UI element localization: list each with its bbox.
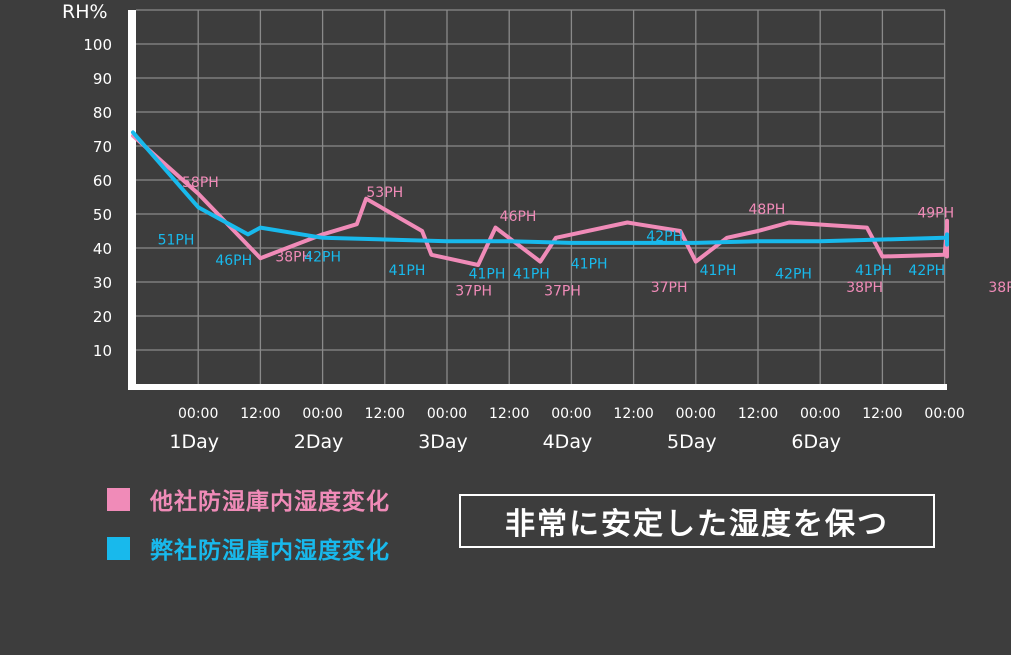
x-tick-label: 00:00 — [551, 406, 591, 422]
legend-label-other: 他社防湿庫内湿度変化 — [150, 489, 390, 515]
data-label-ours: 42PH — [304, 250, 341, 266]
series-line-other — [131, 133, 949, 267]
data-label-other: 38PH — [846, 280, 883, 296]
legend-item-other: 他社防湿庫内湿度変化 — [107, 482, 390, 516]
data-label-ours: 42PH — [775, 267, 812, 283]
x-tick-label: 00:00 — [427, 406, 467, 422]
data-label-other: 37PH — [455, 284, 492, 300]
day-labels: 1Day 2Day 3Day 4Day 5Day 6Day — [169, 431, 841, 453]
data-label-other: 38PH — [988, 280, 1011, 296]
day-label: 4Day — [543, 431, 593, 453]
chart-axes — [128, 10, 947, 390]
x-tick-label: 12:00 — [862, 406, 902, 422]
x-tick-label: 00:00 — [302, 406, 342, 422]
x-tick-labels: 00:00 12:00 00:00 12:00 00:00 12:00 00:00 12:00… — [178, 406, 965, 422]
x-tick-label: 00:00 — [924, 406, 964, 422]
day-label: 6Day — [791, 431, 841, 453]
legend-label-ours: 弊社防湿庫内湿度変化 — [150, 538, 390, 564]
stability-callout: 非常に安定した湿度を保つ — [459, 494, 935, 548]
day-label: 1Day — [169, 431, 219, 453]
legend-item-ours: 弊社防湿庫内湿度変化 — [107, 531, 390, 565]
data-label-other: 49PH — [917, 205, 954, 221]
data-label-ours: 42PH — [908, 263, 945, 279]
y-tick-label: 20 — [93, 308, 112, 326]
data-label-ours: 51PH — [158, 233, 195, 249]
data-label-other: 58PH — [182, 175, 219, 191]
data-label-other: 37PH — [544, 284, 581, 300]
data-label-ours: 42PH — [646, 229, 683, 245]
data-label-other: 38PH — [275, 250, 312, 266]
x-tick-label: 00:00 — [800, 406, 840, 422]
x-axis — [128, 384, 947, 390]
data-label-other: 46PH — [500, 209, 537, 225]
data-labels: 58PH 38PH 53PH 37PH 46PH 37PH 37PH 48PH 38PH 49PH… — [158, 175, 1011, 300]
data-label-other: 48PH — [748, 202, 785, 218]
y-tick-label: 30 — [93, 274, 112, 292]
y-axis-label: RH% — [62, 1, 108, 23]
chart-grid — [136, 9, 946, 384]
series-lines — [131, 130, 949, 267]
day-label: 3Day — [418, 431, 468, 453]
x-tick-label: 00:00 — [178, 406, 218, 422]
humidity-chart: 10 20 30 40 50 60 70 80 90 100 00:00 12:00 00:00 12:… — [62, 1, 1011, 453]
y-axis — [128, 10, 136, 390]
series-line-ours — [131, 130, 949, 247]
x-tick-label: 00:00 — [676, 406, 716, 422]
data-label-ours: 41PH — [469, 267, 506, 283]
y-tick-label: 60 — [93, 172, 112, 190]
data-label-ours: 41PH — [389, 263, 426, 279]
x-tick-label: 12:00 — [613, 406, 653, 422]
data-label-other: 53PH — [366, 185, 403, 201]
day-label: 5Day — [667, 431, 717, 453]
y-tick-labels: 10 20 30 40 50 60 70 80 90 100 — [83, 36, 112, 360]
data-label-ours: 41PH — [513, 267, 550, 283]
x-tick-label: 12:00 — [489, 406, 529, 422]
y-tick-label: 50 — [93, 206, 112, 224]
legend-swatch-pink — [107, 487, 130, 511]
y-tick-label: 100 — [83, 36, 112, 54]
data-label-ours: 41PH — [855, 263, 892, 279]
legend-swatch-blue — [107, 536, 130, 560]
y-tick-label: 10 — [93, 342, 112, 360]
day-label: 2Day — [294, 431, 344, 453]
data-label-ours: 41PH — [571, 256, 608, 272]
y-tick-label: 40 — [93, 240, 112, 258]
x-tick-label: 12:00 — [738, 406, 778, 422]
data-label-other: 37PH — [651, 280, 688, 296]
y-tick-label: 90 — [93, 70, 112, 88]
data-label-ours: 46PH — [215, 253, 252, 269]
y-tick-label: 70 — [93, 138, 112, 156]
x-tick-label: 12:00 — [365, 406, 405, 422]
y-tick-label: 80 — [93, 104, 112, 122]
x-tick-label: 12:00 — [240, 406, 280, 422]
data-label-ours: 41PH — [700, 263, 737, 279]
